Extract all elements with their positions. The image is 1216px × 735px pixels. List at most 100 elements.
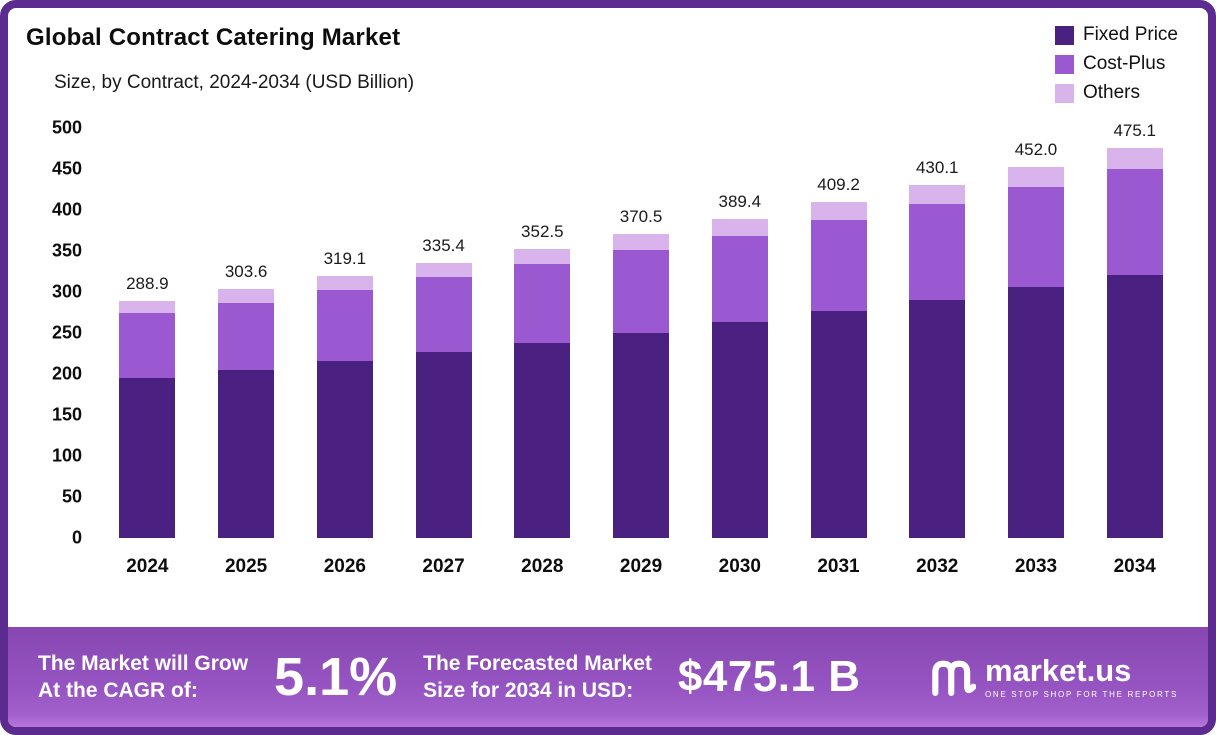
bar-column: 389.4 [690,192,789,538]
bar-total-label: 319.1 [323,249,367,269]
bar-total-label: 370.5 [619,207,663,227]
bar-segment-others [119,301,176,314]
bar-segment-cost-plus [218,302,275,370]
bar-segment-cost-plus [514,264,571,343]
bar-segment-fixed-price [415,352,472,538]
x-axis: 2024 2025 2026 2027 2028 2029 2030 2031 2032 2033… [98,556,1184,578]
legend-item: Cost-Plus [1054,53,1178,75]
bar-column: 475.1 [1085,121,1184,538]
bar-segment-fixed-price [909,299,966,538]
bar-column: 452.0 [987,140,1086,538]
bar-segment-cost-plus [810,220,867,312]
legend-label: Others [1082,82,1140,103]
bar-segment-others [909,185,966,204]
bar-segment-cost-plus [613,250,670,333]
x-axis-label: 2025 [224,556,268,577]
bar-column: 430.1 [888,158,987,538]
bar-segment-fixed-price [1106,274,1163,538]
bar-segment-cost-plus [711,235,768,323]
legend-label: Fixed Price [1082,24,1178,45]
x-axis-label: 2024 [126,556,169,577]
bar-segment-others [316,276,373,291]
y-axis-tick: 0 [71,527,82,548]
y-axis: 500 450 400 350 300 250 200 150 100 50 0 [26,118,98,548]
bar-segment-others [711,218,768,236]
legend-swatch [1054,54,1074,74]
chart-section: Global Contract Catering Market Fixed Pr… [8,8,1208,627]
bar-total-label: 288.9 [126,274,169,294]
bar-total-label: 475.1 [1113,121,1156,141]
x-axis-label: 2026 [323,556,366,577]
bar-stack [119,301,176,538]
bar-stack [613,234,670,538]
bar-column: 352.5 [493,222,592,538]
x-axis-label: 2031 [817,556,860,577]
bar-total-label: 452.0 [1014,140,1058,160]
bar-segment-fixed-price [316,361,373,538]
bar-segment-cost-plus [316,290,373,362]
x-axis-label: 2034 [1113,556,1156,577]
bar-segment-others [613,234,670,251]
bar-column: 319.1 [295,249,394,538]
cagr-value: 5.1% [274,647,398,707]
forecast-caption: The Forecasted Market Size for 2034 in U… [423,650,652,705]
x-axis-label: 2032 [916,556,959,577]
bar-stack [316,276,373,538]
bar-segment-fixed-price [810,311,867,538]
y-axis-tick: 450 [51,158,82,179]
x-axis-label: 2033 [1014,556,1058,577]
chart-subtitle: Size, by Contract, 2024-2034 (USD Billio… [54,72,415,93]
bar-segment-fixed-price [514,342,571,538]
cagr-caption-line2: At the CAGR of: [38,679,198,702]
y-axis-tick: 500 [51,117,82,138]
legend-swatch [1054,83,1074,103]
legend-swatch [1054,25,1074,45]
bar-segment-cost-plus [1106,168,1163,275]
bar-segment-others [218,289,275,303]
bar-segment-cost-plus [909,203,966,300]
bar-stack [810,202,867,538]
bar-stack [1106,148,1163,538]
x-axis-label: 2027 [422,556,465,577]
legend-item: Others [1054,82,1178,104]
bar-segment-cost-plus [415,277,472,353]
bar-column: 288.9 [98,274,197,538]
bar-stack [909,185,966,538]
bar-column: 303.6 [197,262,296,538]
y-axis-tick: 50 [61,486,82,507]
bar-segment-fixed-price [1007,287,1064,538]
marketus-logo-name: market.us [984,653,1132,688]
y-axis-tick: 100 [51,445,82,466]
chart-legend: Fixed Price Cost-Plus Others [1054,24,1178,104]
forecast-caption-line1: The Forecasted Market [423,651,652,675]
bar-segment-others [1007,167,1064,187]
legend-label: Cost-Plus [1082,53,1166,74]
bar-segment-fixed-price [119,378,176,538]
y-axis-tick: 400 [51,199,82,220]
plot-area: 288.9 303.6 319.1 335.4 352.5 370.5 389.4 409.2… [98,121,1184,538]
bar-stack [711,218,768,538]
bar-segment-fixed-price [218,369,275,538]
bar-total-label: 303.6 [224,262,268,282]
cagr-caption: The Market will Grow At the CAGR of: [38,650,248,705]
forecast-caption-line2: Size for 2034 in USD: [423,679,634,702]
bar-segment-others [1106,148,1163,169]
bar-total-label: 389.4 [718,191,762,211]
bar-segment-fixed-price [613,332,670,538]
bar-segment-others [514,248,571,265]
bar-segment-fixed-price [711,322,768,538]
marketus-logo-tagline: ONE STOP SHOP FOR THE REPORTS [984,690,1178,699]
bar-column: 335.4 [394,236,493,538]
x-axis-label: 2028 [521,556,564,577]
bar-segment-others [810,202,867,221]
bar-total-label: 430.1 [915,158,959,178]
forecast-amount: $475.1 B [677,652,861,701]
bar-stack [415,263,472,538]
bar-total-label: 335.4 [422,236,465,255]
x-axis-label: 2029 [619,556,663,577]
bar-column: 370.5 [592,207,691,538]
y-axis-tick: 150 [51,404,82,425]
stacked-bar-chart: 500 450 400 350 300 250 200 150 100 50 0 288.9 303.… [26,118,1184,548]
y-axis-tick: 200 [51,363,82,384]
